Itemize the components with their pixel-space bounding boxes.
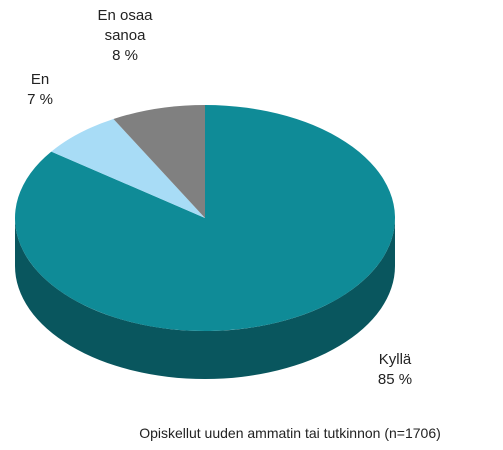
category-label: En: [30, 71, 50, 88]
value-label: 7 %: [27, 91, 53, 108]
slice-label: En 7 %: [10, 70, 70, 110]
chart: [14, 105, 395, 379]
category-label: En osaa sanoa: [97, 7, 153, 44]
slice-label: Kyllä 85 %: [355, 350, 435, 390]
chart-title: Opiskellut uuden ammatin tai tutkinnon (…: [139, 425, 441, 441]
slice: [113, 105, 205, 218]
slice-side: [15, 218, 395, 379]
slice: [51, 118, 205, 218]
slice: [14, 105, 395, 331]
category-label: Kyllä: [378, 351, 412, 368]
slice-label: En osaa sanoa 8 %: [85, 6, 165, 66]
value-label: 8 %: [112, 47, 138, 64]
value-label: 85 %: [377, 371, 413, 388]
